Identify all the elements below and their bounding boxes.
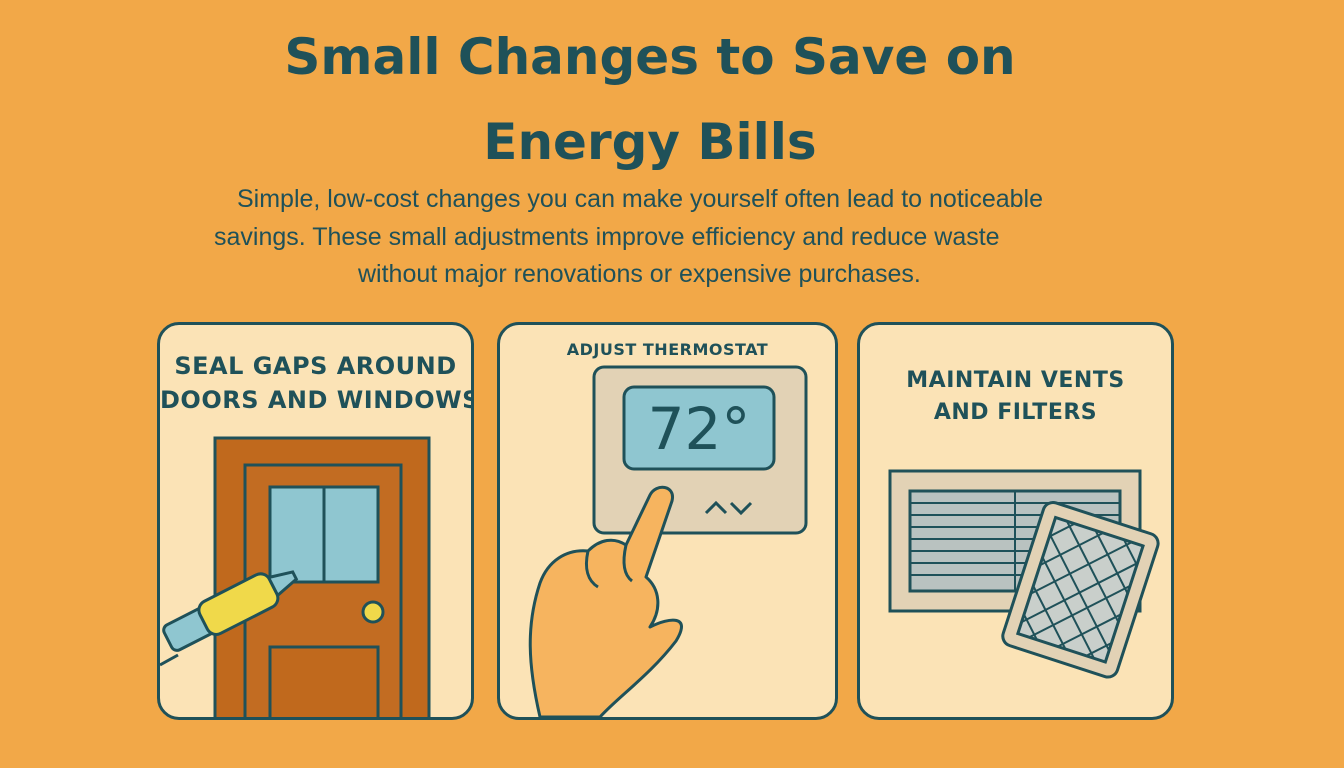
card-vents-title-line-1: MAINTAIN VENTS	[906, 368, 1125, 393]
card-vents-title-line-2: AND FILTERS	[933, 400, 1098, 425]
card-thermostat-title: ADJUST THERMOSTAT	[566, 340, 769, 359]
thermostat-with-hand-icon: 72°	[528, 365, 808, 717]
intro-text-line-1: Simple, low-cost changes you can make yo…	[237, 185, 1044, 213]
intro-text-line-3: without major renovations or expensive p…	[358, 260, 921, 288]
card-seal-gaps-title-line-1: SEAL GAPS AROUND	[174, 352, 457, 380]
vent-and-filter-icon	[888, 469, 1160, 679]
card-maintain-vents: MAINTAIN VENTS AND FILTERS	[857, 322, 1174, 720]
door-with-caulk-gun-icon	[160, 436, 431, 717]
thermostat-reading: 72°	[648, 395, 751, 463]
intro-text-line-2: savings. These small adjustments improve…	[214, 223, 1000, 251]
page-title-line-1: Small Changes to Save on	[284, 28, 1016, 86]
page-title-line-2: Energy Bills	[483, 113, 817, 171]
card-vents-title: MAINTAIN VENTS AND FILTERS	[860, 365, 1171, 429]
card-seal-gaps-title: SEAL GAPS AROUND DOORS AND WINDOWS	[160, 349, 471, 417]
card-seal-gaps-title-line-2: DOORS AND WINDOWS	[160, 386, 474, 414]
card-adjust-thermostat: ADJUST THERMOSTAT 72°	[497, 322, 838, 720]
card-seal-gaps: SEAL GAPS AROUND DOORS AND WINDOWS	[157, 322, 474, 720]
